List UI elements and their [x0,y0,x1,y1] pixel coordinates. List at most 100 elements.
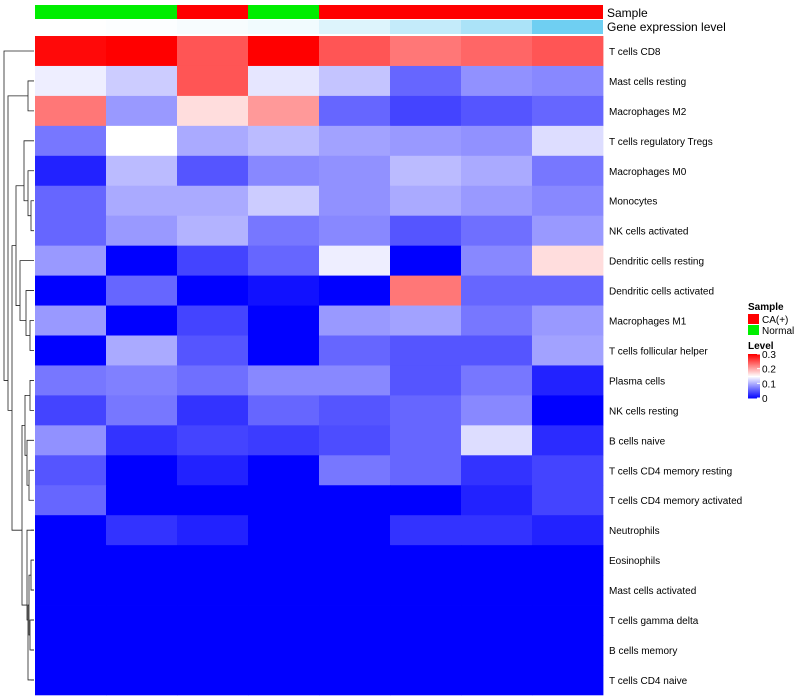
heatmap-cell [390,365,462,396]
heatmap-cell [177,395,249,426]
heatmap-cell [248,305,320,336]
dendrogram-branch [27,604,34,681]
heatmap-cell [319,305,391,336]
sample-cell [390,5,461,19]
heatmap-cell [532,664,604,696]
colorbar-step [748,354,760,356]
heatmap-cell [35,395,107,426]
heatmap-cell [106,65,178,97]
heatmap-cell [461,545,533,576]
heatmap-cell [248,425,320,456]
row-label: T cells follicular helper [609,346,708,357]
colorbar-tick-label: 0.3 [762,350,776,361]
heatmap-cell [319,65,391,97]
heatmap-cell [35,664,107,696]
heatmap-cell [390,185,462,217]
sample-cell [532,5,603,19]
colorbar-step [748,390,760,392]
colorbar-step [748,392,760,395]
heatmap-cell [390,95,462,127]
heatmap-cell [177,335,249,366]
heatmap-cell [390,275,462,306]
heatmap-cell [106,245,178,276]
heatmap-cell [390,635,462,666]
colorbar-step [748,363,760,366]
colorbar-step [748,366,760,368]
heatmap-cell [461,664,533,696]
heatmap-cell [461,605,533,636]
heatmap-cell [390,545,462,576]
heatmap-cell [319,455,391,486]
heatmap-cell [532,365,604,396]
heatmap-cell [319,125,391,157]
heatmap-cell [461,485,533,516]
gene-expression-cell [532,20,603,34]
legend-swatch [748,325,759,335]
heatmap-cell [532,185,604,217]
heatmap-cell [177,425,249,456]
row-labels: T cells CD8 Mast cells resting Macrophages… [609,47,742,687]
colorbar-step [748,395,760,398]
row-label: Dendritic cells activated [609,287,714,298]
heatmap-cell [106,485,178,516]
gene-expression-annotation-bar [35,20,603,34]
heatmap-cell [106,605,178,636]
heatmap-cell [532,335,604,366]
heatmap-cell [390,485,462,516]
heatmap-cell [532,575,604,606]
heatmap-cell [177,664,249,696]
sample-annotation-bar [35,5,603,19]
heatmap-cells [35,36,604,696]
heatmap-cell [461,155,533,187]
heatmap-cell [177,515,249,546]
heatmap-cell [35,215,107,247]
gene-expression-cell [390,20,461,34]
heatmap-cell [532,36,604,67]
heatmap-cell [319,335,391,366]
colorbar-tick-label: 0 [762,394,768,405]
heatmap-cell [461,215,533,247]
heatmap-cell [532,605,604,636]
sample-cell [35,5,106,19]
colorbar-step [748,378,760,380]
row-label: Dendritic cells resting [609,257,704,268]
legend-swatch [748,314,759,324]
heatmap-cell [390,455,462,486]
row-label: Monocytes [609,197,657,208]
heatmap-cell [35,95,107,127]
heatmap-cell [319,605,391,636]
heatmap-cell [319,275,391,306]
heatmap-cell [248,635,320,666]
row-label: T cells CD4 memory activated [609,496,742,507]
heatmap-cell [248,455,320,486]
heatmap-cell [390,36,462,67]
heatmap-cell [106,425,178,456]
heatmap-cell [532,395,604,426]
colorbar-step [748,361,760,364]
heatmap-cell [106,365,178,396]
colorbar-step [748,358,760,360]
heatmap-cell [248,575,320,606]
dendrogram-branch [27,170,34,217]
colorbar-step [748,393,760,396]
colorbar-step [748,370,760,373]
dendrogram-branch [30,559,34,591]
colorbar-step [748,387,760,389]
heatmap-cell [177,545,249,576]
heatmap-cell [35,155,107,187]
heatmap-cell [390,605,462,636]
heatmap-cell [461,395,533,426]
heatmap-cell [319,185,391,217]
sample-cell [177,5,248,19]
colorbar-step [748,394,760,397]
row-label: Eosinophils [609,556,660,567]
heatmap-cell [106,515,178,546]
heatmap-cell [35,275,107,306]
row-label: T cells CD8 [609,47,661,58]
colorbar-step [748,384,760,387]
heatmap-cell [390,125,462,157]
heatmap-cell [106,95,178,127]
dendrogram-branch [24,394,30,456]
colorbar-step [748,388,760,390]
dendrogram-branch [11,245,22,531]
